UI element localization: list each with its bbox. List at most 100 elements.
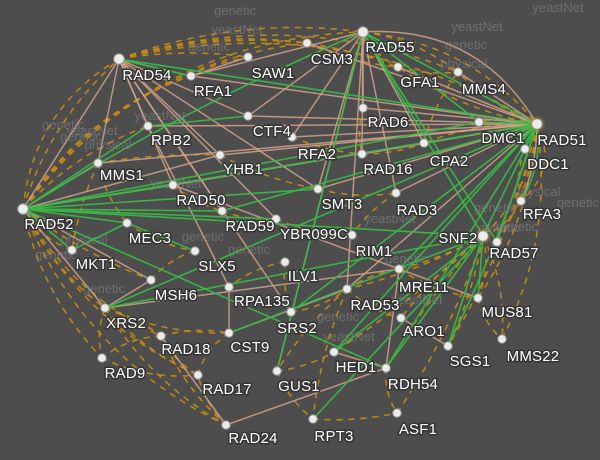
node-label-rad55: RAD55 bbox=[365, 39, 414, 56]
node-srs2[interactable] bbox=[286, 307, 296, 317]
edge-rad51-snf2 bbox=[482, 123, 538, 237]
node-label-rad24: RAD24 bbox=[228, 430, 277, 447]
node-rpt3[interactable] bbox=[308, 414, 318, 424]
node-rim1[interactable] bbox=[347, 230, 357, 240]
node-rad51[interactable] bbox=[531, 118, 543, 130]
edge-type-watermark: yeastNet bbox=[134, 108, 186, 123]
node-label-gus1: GUS1 bbox=[278, 378, 320, 395]
edge-type-watermark: genetic bbox=[42, 117, 84, 132]
node-sgs1[interactable] bbox=[443, 341, 453, 351]
node-mec3[interactable] bbox=[122, 218, 132, 228]
edge-rad54-mms1 bbox=[97, 58, 120, 164]
edge-rad52-rad54 bbox=[22, 58, 120, 210]
edge-rad52-msh6 bbox=[22, 208, 152, 281]
node-rad18[interactable] bbox=[156, 331, 166, 341]
edge-rad55-rad51 bbox=[362, 30, 538, 125]
node-saw1[interactable] bbox=[243, 52, 253, 62]
edge-rad3-rim1 bbox=[351, 192, 397, 236]
edge-rad52-dmc1 bbox=[22, 121, 480, 210]
edge-snf2-xrs2 bbox=[104, 235, 484, 309]
edge-type-watermark: physical bbox=[441, 56, 488, 71]
node-rad52[interactable] bbox=[17, 203, 29, 215]
node-mre11[interactable] bbox=[394, 264, 404, 274]
edge-type-watermark: yeastNet bbox=[532, 0, 584, 15]
node-ilv1[interactable] bbox=[280, 257, 290, 267]
node-gus1[interactable] bbox=[272, 366, 282, 376]
node-rad57[interactable] bbox=[492, 237, 502, 247]
node-yhb1[interactable] bbox=[215, 150, 225, 160]
node-label-rpb2: RPB2 bbox=[151, 132, 191, 149]
edge-type-watermark: physical bbox=[61, 232, 108, 247]
node-cpa2[interactable] bbox=[419, 138, 429, 148]
edge-rad52-rad17 bbox=[22, 208, 199, 376]
node-gfa1[interactable] bbox=[393, 62, 403, 72]
node-label-rad54: RAD54 bbox=[122, 67, 171, 84]
node-smt3[interactable] bbox=[313, 184, 323, 194]
node-rad53[interactable] bbox=[342, 284, 352, 294]
node-aro1[interactable] bbox=[396, 313, 406, 323]
node-rad17[interactable] bbox=[193, 370, 203, 380]
edge-rad55-rad53 bbox=[346, 31, 364, 290]
node-mkt1[interactable] bbox=[67, 245, 77, 255]
node-rpb2[interactable] bbox=[143, 121, 153, 131]
node-rad55[interactable] bbox=[357, 26, 369, 38]
node-label-asf1: ASF1 bbox=[399, 421, 437, 438]
edge-rad54-srs2 bbox=[118, 58, 292, 313]
node-label-mkt1: MKT1 bbox=[76, 256, 117, 273]
edge-layer-solid_green bbox=[22, 31, 539, 420]
node-slx5[interactable] bbox=[190, 246, 200, 256]
edge-rad54-ybr099c bbox=[118, 58, 277, 220]
edge-slx5-mec3 bbox=[126, 222, 196, 252]
node-label-mms1: MMS1 bbox=[100, 167, 144, 184]
node-dmc1[interactable] bbox=[474, 117, 484, 127]
edge-rad52-saw1 bbox=[22, 56, 249, 210]
edge-type-watermark: genetic bbox=[557, 195, 599, 210]
edge-type-watermark: genetic bbox=[385, 251, 427, 266]
node-xrs2[interactable] bbox=[100, 303, 110, 313]
node-rad3[interactable] bbox=[391, 188, 401, 198]
edge-type-watermark: genetic bbox=[478, 220, 520, 235]
node-rad9[interactable] bbox=[97, 353, 107, 363]
node-rfa3[interactable] bbox=[516, 196, 526, 206]
node-cst9[interactable] bbox=[224, 328, 234, 338]
node-snf2[interactable] bbox=[477, 230, 489, 242]
node-label-saw1: SAW1 bbox=[252, 65, 295, 82]
node-rad54[interactable] bbox=[113, 53, 125, 65]
node-rad50[interactable] bbox=[168, 180, 178, 190]
edge-rad52-snf2 bbox=[22, 208, 484, 237]
node-mms4[interactable] bbox=[453, 67, 463, 77]
edge-snf2-mms22 bbox=[482, 235, 504, 340]
node-rad59[interactable] bbox=[217, 206, 227, 216]
node-csm3[interactable] bbox=[302, 38, 312, 48]
node-label-hed1: HED1 bbox=[336, 359, 377, 376]
node-ctf4[interactable] bbox=[243, 111, 253, 121]
node-rad16[interactable] bbox=[357, 149, 367, 159]
node-rfa1[interactable] bbox=[186, 71, 196, 81]
edge-rad51-rdh54 bbox=[385, 123, 538, 369]
node-rpa135[interactable] bbox=[224, 282, 234, 292]
node-label-rpt3: RPT3 bbox=[314, 428, 353, 445]
edge-rad54-rfa1 bbox=[118, 58, 192, 77]
node-mms1[interactable] bbox=[93, 158, 103, 168]
node-ddc1[interactable] bbox=[520, 144, 530, 154]
node-label-cpa2: CPA2 bbox=[430, 153, 469, 170]
edge-rad52-rpb2 bbox=[22, 125, 149, 210]
node-hed1[interactable] bbox=[329, 347, 339, 357]
edge-rad51-rfa3 bbox=[520, 123, 538, 202]
edge-rad54-rad55 bbox=[118, 26, 364, 60]
node-rdh54[interactable] bbox=[381, 363, 391, 373]
node-rfa2[interactable] bbox=[287, 132, 297, 142]
node-mus81[interactable] bbox=[473, 293, 483, 303]
edge-mre11-rdh54 bbox=[385, 268, 400, 369]
node-rad24[interactable] bbox=[221, 420, 231, 430]
edge-rad51-rfa2 bbox=[291, 123, 538, 138]
node-asf1[interactable] bbox=[392, 408, 402, 418]
edge-rad52-smt3 bbox=[22, 188, 319, 210]
node-rad6[interactable] bbox=[358, 103, 368, 113]
edge-rad54-saw1 bbox=[118, 52, 249, 60]
node-mms22[interactable] bbox=[497, 334, 507, 344]
node-ybr099c[interactable] bbox=[271, 214, 281, 224]
edge-type-watermark: yeastNet bbox=[66, 123, 118, 138]
node-msh6[interactable] bbox=[146, 275, 156, 285]
